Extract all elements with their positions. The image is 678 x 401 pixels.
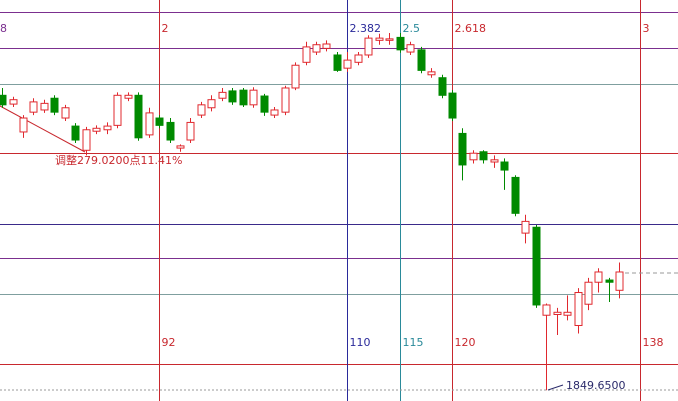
candle-body xyxy=(260,95,269,113)
candle-body xyxy=(375,37,384,41)
candle-body xyxy=(438,77,447,96)
candle-body xyxy=(71,125,80,141)
bar-label: 110 xyxy=(350,336,371,349)
candle-body xyxy=(197,104,206,116)
candle-body xyxy=(553,311,562,315)
candle-body xyxy=(427,71,436,76)
candle-body xyxy=(176,145,185,149)
candle-body xyxy=(82,129,91,151)
candle-body xyxy=(19,117,28,133)
correction-line xyxy=(0,105,86,153)
candle-body xyxy=(113,94,122,126)
candle-body xyxy=(448,92,457,119)
candle-body xyxy=(9,99,18,105)
ratio-label: 2.5 xyxy=(403,22,421,35)
candle-body xyxy=(417,49,426,71)
candle-body xyxy=(270,109,279,116)
candle-body xyxy=(312,44,321,53)
candle-body xyxy=(490,159,499,163)
ratio-label: 3 xyxy=(643,22,650,35)
edge-label: 8 xyxy=(0,22,7,35)
candle-body xyxy=(239,89,248,106)
candle-body xyxy=(29,101,38,113)
candle-body xyxy=(228,90,237,103)
candle-body xyxy=(584,281,593,305)
bar-label: 92 xyxy=(162,336,176,349)
bar-label: 115 xyxy=(403,336,424,349)
candle-body xyxy=(186,121,195,141)
candle-body xyxy=(594,271,603,283)
bar-label: 120 xyxy=(455,336,476,349)
candle-body xyxy=(615,271,624,291)
candle-body xyxy=(364,37,373,56)
candle-body xyxy=(563,311,572,316)
candle-body xyxy=(354,54,363,63)
candle-body xyxy=(218,91,227,99)
candle-body xyxy=(532,226,541,306)
candles-layer xyxy=(0,32,624,391)
candle-body xyxy=(302,46,311,63)
candle-body xyxy=(521,220,530,234)
candle-body xyxy=(50,97,59,113)
candle-body xyxy=(40,102,49,111)
candle-body xyxy=(406,44,415,53)
low-label: 1849.6500 xyxy=(566,379,626,392)
candle-body xyxy=(542,304,551,316)
candle-body xyxy=(155,117,164,126)
candle-body xyxy=(0,94,7,106)
candle-body xyxy=(166,121,175,141)
bar-label: 138 xyxy=(643,336,664,349)
ratio-label: 2 xyxy=(162,22,169,35)
low-pointer xyxy=(547,384,564,391)
candle-body xyxy=(207,99,216,109)
candle-body xyxy=(511,176,520,214)
candle-body xyxy=(61,107,70,119)
candle-body xyxy=(343,59,352,69)
ratio-label: 2.618 xyxy=(455,22,487,35)
candle-body xyxy=(103,125,112,131)
candle-body xyxy=(605,279,614,283)
candle-body xyxy=(134,94,143,139)
annotation: 调整279.0200点11.41% xyxy=(55,153,182,167)
candle-body xyxy=(322,43,331,49)
candle-body xyxy=(500,161,509,171)
candle-body xyxy=(574,292,583,326)
candle-body xyxy=(469,152,478,161)
candle-body xyxy=(458,132,467,166)
candle-body xyxy=(479,151,488,161)
candle-body xyxy=(281,87,290,113)
candle-body xyxy=(291,64,300,89)
candle-body xyxy=(124,94,133,99)
candle-body xyxy=(145,112,154,136)
candle-body xyxy=(385,38,394,41)
candle-body xyxy=(333,54,342,71)
candle-body xyxy=(92,127,101,132)
candle-body xyxy=(396,36,405,51)
ratio-label: 2.382 xyxy=(350,22,382,35)
candle-body xyxy=(249,89,258,106)
